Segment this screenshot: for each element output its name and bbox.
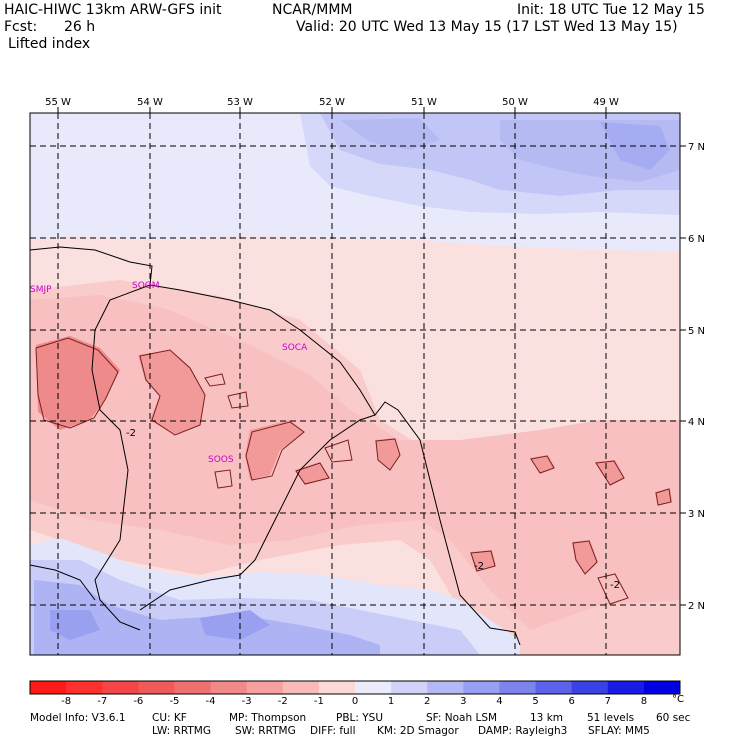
- field-name: Lifted index: [8, 36, 91, 52]
- model-info-km: KM: 2D Smagor: [377, 725, 459, 737]
- colorbar-tick-label: -5: [169, 696, 180, 707]
- colorbar-tick-label: 4: [496, 696, 503, 707]
- colorbar-tick-label: 6: [568, 696, 575, 707]
- lon-label-55w: 55 W: [45, 97, 71, 108]
- colorbar-frame: [29, 680, 681, 695]
- contour-lines: [35, 337, 672, 605]
- lat-label-2n: 2 N: [688, 601, 705, 612]
- valid-time: Valid: 20 UTC Wed 13 May 15 (17 LST Wed …: [296, 19, 678, 35]
- colorbar-tick-label: 0: [351, 696, 359, 707]
- model-info-version: Model Info: V3.6.1: [30, 712, 126, 724]
- coastlines-borders: [29, 246, 521, 646]
- colorbar-tick-label: -3: [241, 696, 252, 707]
- colorbar-swatch: [391, 681, 428, 694]
- org-label: NCAR/MMM: [272, 2, 353, 18]
- station-soca: SOCA: [282, 343, 308, 353]
- lat-label-7n: 7 N: [688, 142, 705, 153]
- colorbar-swatch: [246, 681, 284, 694]
- colorbar-tick-label: 7: [604, 696, 611, 707]
- colorbar-swatch: [643, 681, 681, 694]
- colorbar-tick-label: -1: [313, 696, 324, 707]
- model-info-cu: CU: KF: [152, 712, 187, 724]
- colorbar-tick-label: -7: [97, 696, 108, 707]
- lon-label-51w: 51 W: [411, 97, 437, 108]
- contour-label: -2: [610, 580, 620, 591]
- lat-label-4n: 4 N: [688, 417, 705, 428]
- colorbar-swatch: [607, 681, 645, 694]
- contour-label: -2: [474, 561, 484, 572]
- lat-lon-grid: [30, 113, 680, 655]
- model-info-damp: DAMP: Rayleigh3: [478, 725, 568, 737]
- model-info-levels: 51 levels: [587, 712, 635, 724]
- model-title: HAIC-HIWC 13km ARW-GFS init: [4, 2, 222, 18]
- model-info-diff: DIFF: full: [310, 725, 356, 737]
- station-smjp: SMJP: [30, 285, 52, 295]
- colorbar-swatch: [138, 681, 175, 694]
- lat-label-6n: 6 N: [688, 234, 705, 245]
- colorbar-swatch: [66, 681, 103, 694]
- colorbar-tick-label: -8: [61, 696, 72, 707]
- colorbar-tick-label: -6: [133, 696, 144, 707]
- lon-label-50w: 50 W: [502, 97, 528, 108]
- model-info-pbl: PBL: YSU: [336, 712, 384, 724]
- lat-label-3n: 3 N: [688, 509, 705, 520]
- init-time: Init: 18 UTC Tue 12 May 15: [517, 2, 705, 18]
- model-info-timestep: 60 sec: [656, 712, 691, 724]
- colorbar-tick-label: 2: [424, 696, 431, 707]
- lon-label-52w: 52 W: [319, 97, 345, 108]
- model-info-sflay: SFLAY: MM5: [588, 725, 650, 737]
- colorbar-swatch: [318, 681, 356, 694]
- model-info-resolution: 13 km: [530, 712, 564, 724]
- colorbar-tick-label: 1: [387, 696, 395, 707]
- colorbar-swatch: [571, 681, 609, 694]
- colorbar-swatch: [535, 681, 573, 694]
- colorbar-swatch: [282, 681, 320, 694]
- model-info-mp: MP: Thompson: [229, 712, 307, 724]
- colorbar-swatch: [102, 681, 139, 694]
- colorbar-tick-label: -4: [205, 696, 216, 707]
- fcst-label: Fcst:: [4, 19, 38, 35]
- colorbar-tick-label: 8: [640, 696, 648, 707]
- fcst-value: 26 h: [64, 19, 96, 35]
- model-info-lw: LW: RRTMG: [152, 725, 211, 737]
- lat-label-5n: 5 N: [688, 326, 705, 337]
- colorbar-swatch: [30, 681, 67, 694]
- colorbar-swatch: [463, 681, 500, 694]
- lon-label-49w: 49 W: [593, 97, 619, 108]
- colorbar-tick-label: 5: [532, 696, 539, 707]
- colorbar: [29, 680, 681, 695]
- colorbar-swatch: [210, 681, 248, 694]
- colorbar-unit: °C: [672, 694, 684, 705]
- colorbar-tick-label: -2: [277, 696, 288, 707]
- axis-ticks: [57, 107, 686, 606]
- lon-label-53w: 53 W: [227, 97, 253, 108]
- contour-label: -2: [126, 428, 136, 439]
- station-soos: SOOS: [208, 455, 234, 465]
- station-sogm: SOGM: [132, 281, 160, 291]
- lon-label-54w: 54 W: [137, 97, 163, 108]
- colorbar-swatch: [355, 681, 392, 694]
- colorbar-swatch: [427, 681, 464, 694]
- model-info-sf: SF: Noah LSM: [426, 712, 498, 724]
- colorbar-swatch: [499, 681, 537, 694]
- colorbar-tick-label: 3: [460, 696, 467, 707]
- lifted-index-field: [30, 113, 680, 655]
- map-frame: [29, 112, 681, 656]
- colorbar-swatch: [174, 681, 212, 694]
- model-info-sw: SW: RRTMG: [235, 725, 296, 737]
